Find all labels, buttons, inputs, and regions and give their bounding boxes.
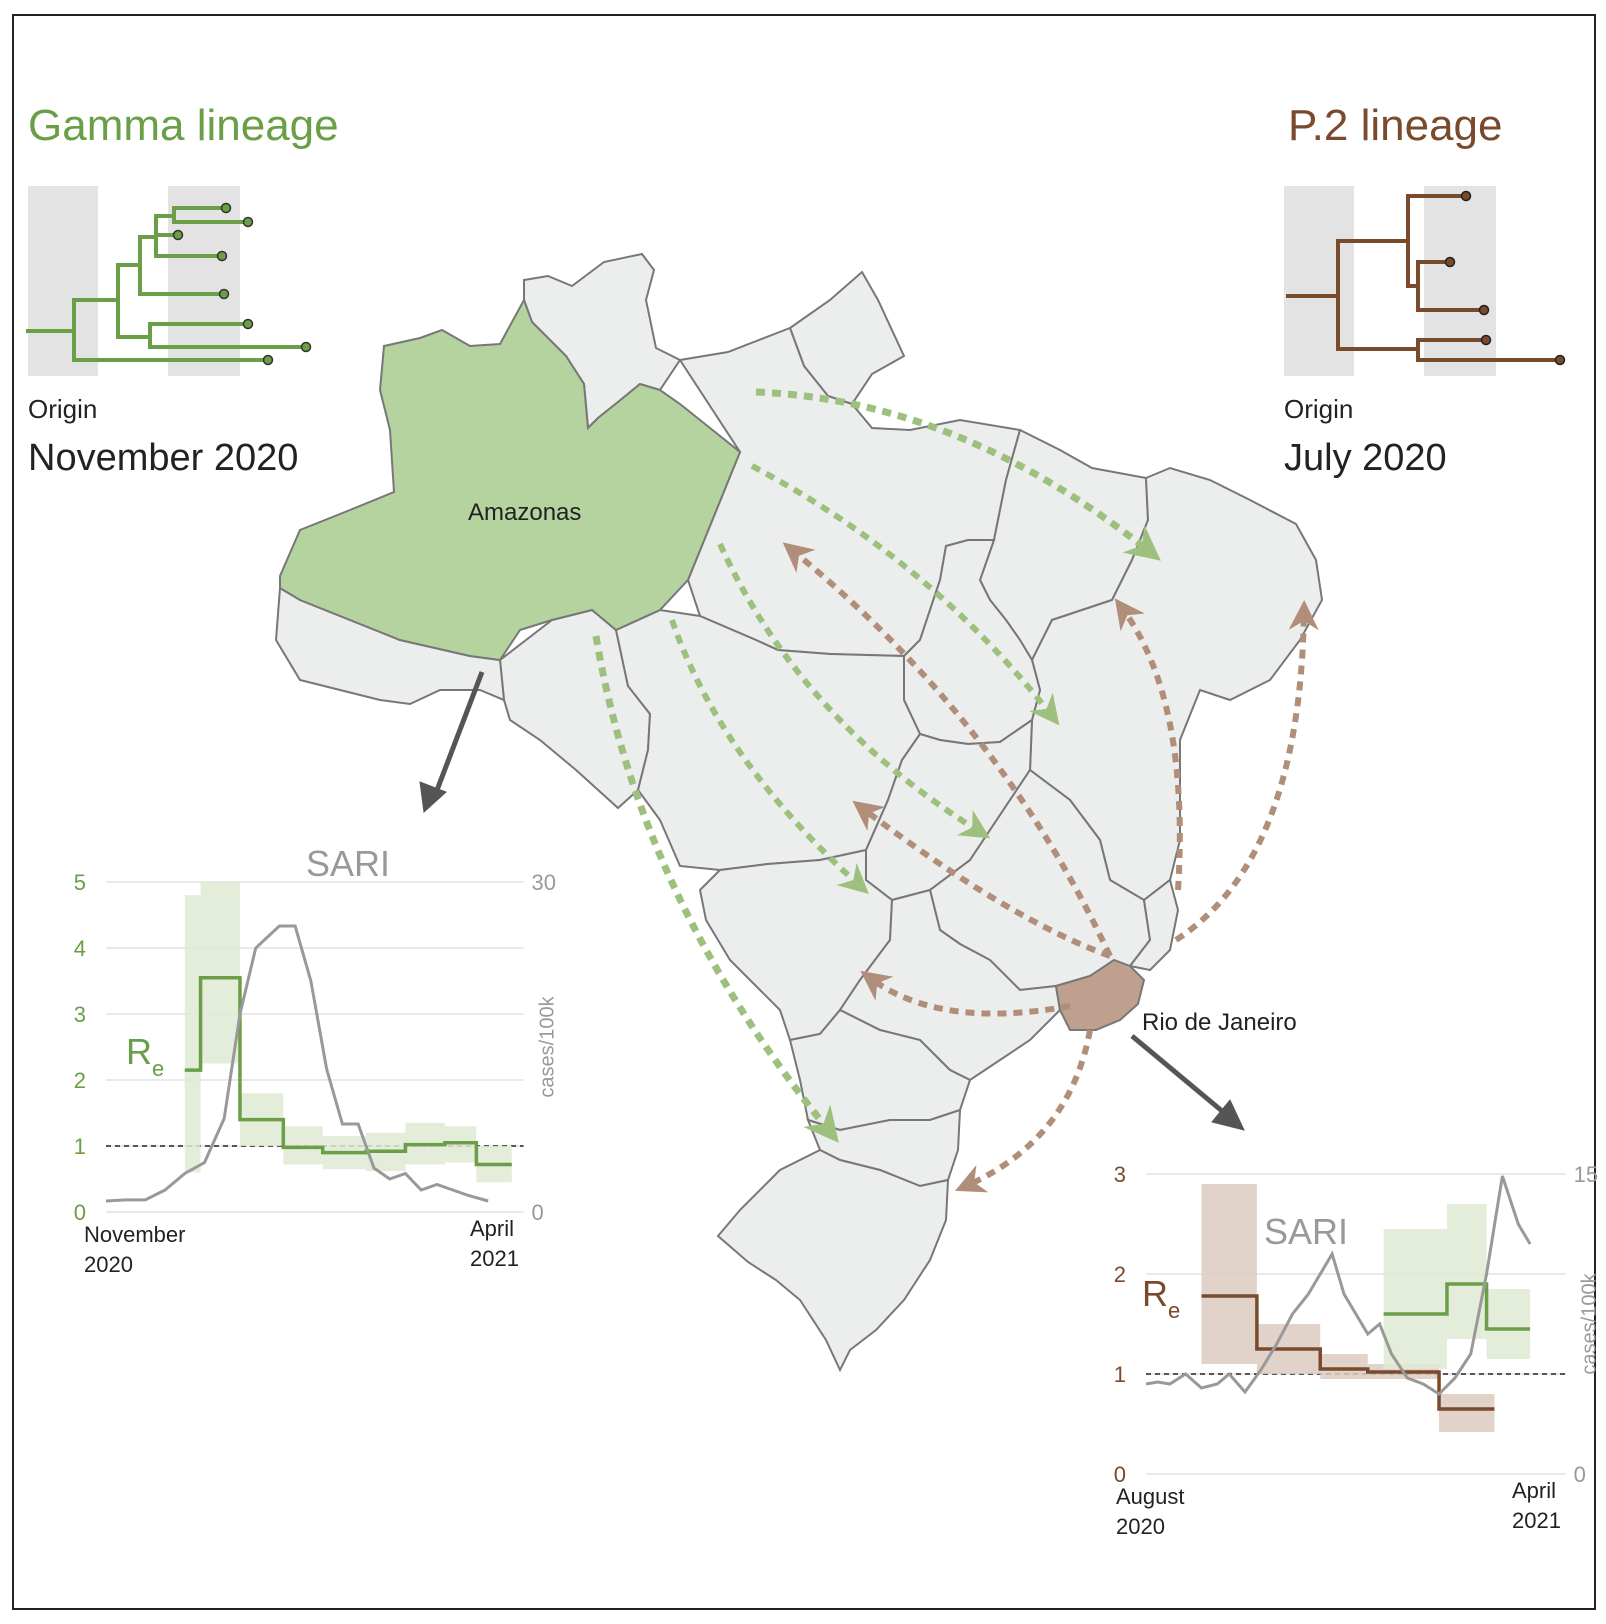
rio-de-janeiro-label: Rio de Janeiro (1142, 1009, 1297, 1036)
sari-label: SARI (1264, 1211, 1348, 1252)
rio-pointer (1130, 1034, 1230, 1118)
x-end-label: 2021 (1512, 1508, 1561, 1533)
sari-line (105, 924, 489, 1203)
y-tick-label: 0 (1114, 1462, 1126, 1487)
x-end-label: April (1512, 1478, 1556, 1503)
gamma-dispersal-arrows (592, 388, 1161, 1143)
y-tick-label: 2 (1114, 1262, 1126, 1287)
y-tick-label: 1 (74, 1134, 86, 1159)
p2-arrow (1174, 600, 1319, 943)
y2-axis-label: cases/100k (537, 995, 559, 1097)
sari-label: SARI (306, 843, 390, 884)
x-start-label: August (1116, 1484, 1185, 1509)
gamma-ci-band (1383, 1229, 1447, 1369)
x-end-label: 2021 (470, 1246, 519, 1271)
p2-tip (1480, 334, 1492, 346)
state-rio-de-janeiro (1054, 958, 1146, 1031)
amazonas-pointer (431, 671, 485, 799)
inset-pointers (419, 671, 1245, 1131)
p2-tip (1460, 190, 1472, 202)
gamma-tip-band (168, 186, 240, 376)
gamma-title: Gamma lineage (28, 101, 339, 150)
p2-origin-label: Origin (1284, 394, 1353, 424)
x-start-label: November (84, 1222, 185, 1247)
re-label: R (126, 1031, 152, 1072)
gamma-origin-date: November 2020 (28, 437, 298, 479)
gamma-origin-band (28, 186, 98, 376)
x-start-label: 2020 (1116, 1514, 1165, 1539)
x-start-label: 2020 (84, 1252, 133, 1277)
amazonas-label: Amazonas (468, 499, 581, 526)
gamma-tip (262, 354, 274, 366)
y-tick-label: 0 (74, 1200, 86, 1225)
y-tick-label: 3 (1114, 1162, 1126, 1187)
gamma-tip (216, 250, 228, 262)
y-tick-label: 1 (1114, 1362, 1126, 1387)
p2-phylogeny (1284, 186, 1566, 376)
y-tick-label: 5 (74, 870, 86, 895)
y2-tick-label: 0 (1574, 1462, 1586, 1487)
gamma-re-line (1383, 1282, 1531, 1331)
p2-arrow (852, 800, 1112, 959)
figure-frame (12, 14, 1596, 1610)
rio-pointer-head (1211, 1099, 1245, 1131)
gamma-tip (220, 202, 232, 214)
p2-title: P.2 lineage (1288, 101, 1503, 150)
p2-origin-band (1284, 186, 1354, 376)
state-rio-grande-do-sul (716, 1148, 950, 1373)
gamma-arrow (717, 542, 991, 839)
gamma-tip (300, 341, 312, 353)
re-subscript: e (152, 1056, 164, 1081)
gamma-re-chart: 0 1 2 3 4 5 0 30 cases/100k SARI R e November 2020 Apr… (74, 843, 559, 1277)
p2-ci-band (1439, 1394, 1495, 1432)
gamma-ci-band (1446, 1204, 1487, 1339)
y2-tick-label: 0 (532, 1200, 544, 1225)
p2-origin-date: July 2020 (1284, 437, 1447, 479)
state-espirito-santo (1128, 878, 1180, 972)
p2-tip (1444, 256, 1456, 268)
p2-tip (1554, 354, 1566, 366)
gamma-re-line (184, 975, 512, 1167)
brazil-map: Amazonas Rio de Janeiro (274, 252, 1324, 1373)
state-amazonas (279, 297, 742, 662)
gamma-arrow (592, 635, 839, 1143)
gamma-arrow (750, 463, 1060, 726)
gamma-ci-band (184, 895, 201, 1173)
gamma-origin-label: Origin (28, 394, 97, 424)
gamma-ci-band (1486, 1289, 1531, 1359)
p2-arrow (860, 970, 1071, 1017)
gamma-tip (242, 318, 254, 330)
p2-re-chart: 0 1 2 3 0 15 cases/100k SARI R e August 2020 April 20… (1114, 1162, 1601, 1539)
p2-arrow (955, 1029, 1093, 1193)
p2-tip (1478, 304, 1490, 316)
re-label: R (1142, 1273, 1168, 1314)
p2-dispersal-arrows (782, 542, 1319, 1193)
amazonas-pointer-head (419, 781, 447, 814)
sari-line (1145, 1175, 1532, 1396)
re-subscript: e (1168, 1298, 1180, 1323)
y2-tick-label: 30 (532, 870, 556, 895)
p2-tip-band (1424, 186, 1496, 376)
y2-tick-label: 15 (1574, 1162, 1598, 1187)
gamma-tip (172, 229, 184, 241)
p2-ci-band (1201, 1184, 1257, 1364)
gamma-ci-band (200, 882, 240, 1064)
gamma-phylogeny (26, 186, 312, 376)
y2-axis-label: cases/100k (1579, 1272, 1601, 1374)
p2-ci-band (1320, 1354, 1368, 1379)
gamma-tip (218, 288, 230, 300)
y-tick-label: 4 (74, 936, 86, 961)
p2-arrow (782, 542, 1113, 958)
gamma-arrow (755, 388, 1161, 561)
y-tick-label: 3 (74, 1002, 86, 1027)
gamma-tip (242, 216, 254, 228)
gamma-arrow (669, 619, 869, 895)
p2-arrow (1114, 598, 1183, 891)
gamma-ci-band (283, 1126, 323, 1165)
y-tick-label: 2 (74, 1068, 86, 1093)
state-sao-paulo (838, 888, 1062, 1082)
x-end-label: April (470, 1216, 514, 1241)
p2-re-line (1201, 1294, 1495, 1411)
